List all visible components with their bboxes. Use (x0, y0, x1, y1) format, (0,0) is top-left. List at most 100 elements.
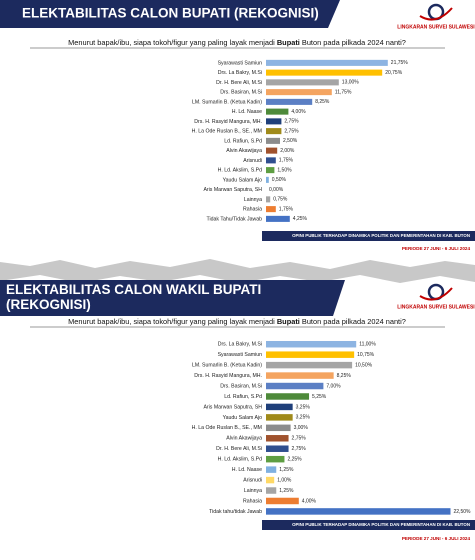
question-part: Menurut bapak/ibu, siapa tokoh/figur yan… (68, 317, 277, 326)
brand: LINGKARAN SURVEI SULAWESI (397, 24, 475, 30)
bar (266, 497, 299, 505)
value-label: 2,75% (292, 446, 307, 452)
value-label: 2,50% (283, 138, 298, 144)
value-label: 5,25% (312, 394, 327, 400)
value-label: 1,50% (277, 167, 292, 173)
value-label: 10,75% (357, 352, 375, 358)
bar (266, 118, 282, 125)
category-label: Tidak tahu/tidak Jawab (209, 509, 262, 515)
value-label: 8,25% (315, 99, 330, 105)
category-label: Aris Marwan Saputra, SH (203, 404, 262, 410)
value-label: 1,25% (279, 488, 294, 494)
footer-text: OPINI PUBLIK TERHADAP DINAMIKA POLITIK D… (292, 233, 470, 238)
value-label: 4,25% (293, 216, 308, 222)
value-label: 0,75% (273, 197, 288, 203)
category-label: Rahasia (243, 207, 262, 213)
category-label: H. Ld. Naase (232, 109, 262, 115)
title-band (0, 0, 340, 28)
bar (266, 435, 289, 442)
category-label: Ld. Rafiun, S.Pd (224, 394, 262, 400)
bar (266, 393, 310, 400)
category-label: Tidak Tahu/Tidak Jawab (207, 216, 263, 222)
category-label: Drs. H. Rasyid Mangura, MH. (194, 119, 262, 125)
value-label: 2,25% (287, 457, 302, 463)
bar (266, 476, 275, 484)
bar (266, 147, 278, 154)
category-label: Arisnudi (243, 158, 262, 164)
value-label: 0,50% (272, 177, 287, 183)
value-label: 7,00% (326, 383, 341, 389)
category-label: Syarawasti Samiun (218, 60, 263, 66)
question-part: Menurut bapak/ibu, siapa tokoh/figur yan… (68, 38, 277, 47)
bar (266, 108, 289, 115)
bar (266, 508, 451, 515)
category-label: Dr. H. Bere Ali, M.Si (216, 446, 262, 452)
category-label: Aris Marwan Saputra, SH (203, 187, 262, 193)
bar (266, 89, 332, 96)
bar (266, 403, 293, 411)
value-label: 1,25% (279, 467, 294, 473)
value-label: 11,75% (335, 89, 352, 95)
question-part: Buton pada pilkada 2024 nanti? (300, 38, 406, 47)
category-label: Dr. H. Bere Ali, M.Si (216, 80, 262, 86)
category-label: Drs. Basiran, M.Si (220, 90, 262, 96)
category-label: Lainnya (244, 197, 262, 203)
category-label: Syarawasti Samiun (218, 352, 263, 358)
bar (266, 361, 353, 369)
category-label: Ld. Rafiun, S.Pd (224, 138, 262, 144)
value-label: 1,75% (279, 158, 294, 164)
bar (266, 79, 339, 86)
bar (266, 487, 277, 494)
category-label: Lainnya (244, 488, 262, 494)
category-label: LM. Sumarlin B. (Ketua Kadin) (192, 99, 262, 105)
category-label: Drs. Basiran, M.Si (220, 383, 262, 389)
bar (266, 157, 276, 164)
value-label: 3,00% (294, 425, 309, 431)
category-label: H. Ld. Akslim, S.Pd (218, 457, 263, 463)
footer-band (262, 520, 475, 530)
bar (266, 196, 271, 203)
category-label: H. La Ode Ruslan B., SE., MM (192, 129, 262, 135)
title-line: ELEKTABILITAS CALON WAKIL BUPATI (6, 282, 261, 297)
torn-divider (0, 259, 475, 283)
bar (266, 424, 291, 432)
bar (266, 351, 355, 358)
value-label: 1,00% (277, 477, 292, 483)
value-label: 3,25% (296, 404, 311, 410)
category-label: Drs. La Bakry, M.Si (218, 70, 262, 76)
bar (266, 372, 334, 379)
value-label: 8,25% (337, 373, 352, 379)
chart-title: ELEKTABILITAS CALON WAKIL BUPATI (REKOGNI… (6, 282, 261, 312)
title-line: (REKOGNISI) (6, 297, 91, 312)
question: Menurut bapak/ibu, siapa tokoh/figur yan… (68, 317, 406, 326)
bar (266, 137, 280, 144)
period: PERIODE 27 JUNI - 6 JULI 2024 (402, 536, 471, 541)
question-part: Buton pada pilkada 2024 nanti? (300, 317, 406, 326)
question-part: Bupati (277, 317, 300, 326)
logo-swoosh (419, 287, 453, 301)
value-label: 20,75% (385, 70, 403, 76)
category-label: Rahasia (243, 498, 262, 504)
value-label: 3,25% (296, 415, 311, 421)
value-label: 1,75% (279, 206, 294, 212)
logo-swoosh (419, 7, 453, 21)
value-label: 2,00% (280, 148, 295, 154)
category-label: H. La Ode Ruslan B., SE., MM (192, 425, 262, 431)
bar (266, 176, 269, 183)
bar (266, 445, 289, 452)
chart-title: ELEKTABILITAS CALON BUPATI (REKOGNISI) (22, 6, 319, 21)
bar (266, 340, 357, 348)
bar (266, 466, 277, 473)
category-label: LM. Sumarlin B. (Ketua Kadin) (192, 363, 262, 369)
category-label: Drs. H. Rasyid Mangura, MH. (194, 373, 262, 379)
category-label: Drs. La Bakry, M.Si (218, 342, 262, 348)
value-label: 10,50% (355, 362, 373, 368)
bar (266, 206, 276, 213)
bar (266, 128, 282, 135)
category-label: Arisnudi (243, 477, 262, 483)
value-label: 2,75% (284, 119, 299, 125)
footer-band (262, 231, 475, 241)
category-label: H. Ld. Naase (232, 467, 262, 473)
bar (266, 69, 383, 76)
